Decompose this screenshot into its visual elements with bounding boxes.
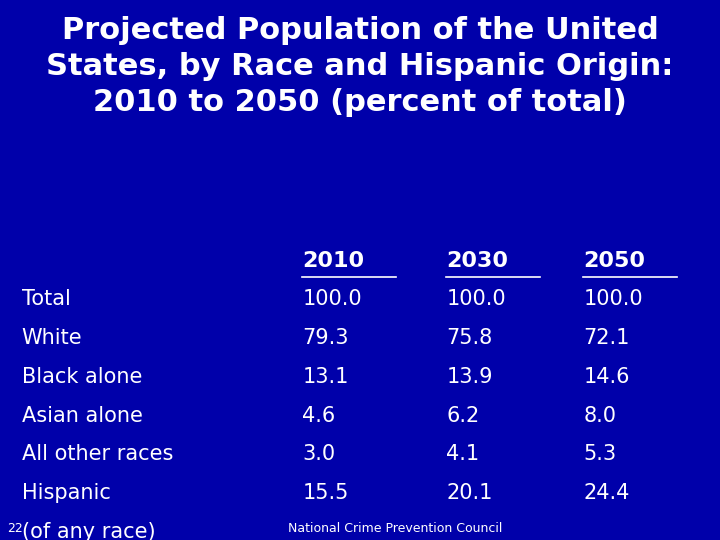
Text: 15.5: 15.5 <box>302 483 348 503</box>
Text: 72.1: 72.1 <box>583 328 629 348</box>
Text: 5.3: 5.3 <box>583 444 616 464</box>
Text: Projected Population of the United
States, by Race and Hispanic Origin:
2010 to : Projected Population of the United State… <box>46 16 674 117</box>
Text: Total: Total <box>22 289 71 309</box>
Text: 75.8: 75.8 <box>446 328 492 348</box>
Text: Hispanic: Hispanic <box>22 483 110 503</box>
Text: 4.6: 4.6 <box>302 406 336 426</box>
Text: 79.3: 79.3 <box>302 328 349 348</box>
Text: 6.2: 6.2 <box>446 406 480 426</box>
Text: 24.4: 24.4 <box>583 483 629 503</box>
Text: All other races: All other races <box>22 444 173 464</box>
Text: 20.1: 20.1 <box>446 483 492 503</box>
Text: Black alone: Black alone <box>22 367 142 387</box>
Text: 2010: 2010 <box>302 251 364 271</box>
Text: 14.6: 14.6 <box>583 367 630 387</box>
Text: 4.1: 4.1 <box>446 444 480 464</box>
Text: National Crime Prevention Council: National Crime Prevention Council <box>288 522 503 535</box>
Text: (of any race): (of any race) <box>22 522 156 540</box>
Text: 8.0: 8.0 <box>583 406 616 426</box>
Text: Asian alone: Asian alone <box>22 406 143 426</box>
Text: 3.0: 3.0 <box>302 444 336 464</box>
Text: 2050: 2050 <box>583 251 645 271</box>
Text: White: White <box>22 328 82 348</box>
Text: 100.0: 100.0 <box>583 289 643 309</box>
Text: 13.9: 13.9 <box>446 367 493 387</box>
Text: 2030: 2030 <box>446 251 508 271</box>
Text: 100.0: 100.0 <box>302 289 362 309</box>
Text: 22: 22 <box>7 522 23 535</box>
Text: 100.0: 100.0 <box>446 289 506 309</box>
Text: 13.1: 13.1 <box>302 367 348 387</box>
